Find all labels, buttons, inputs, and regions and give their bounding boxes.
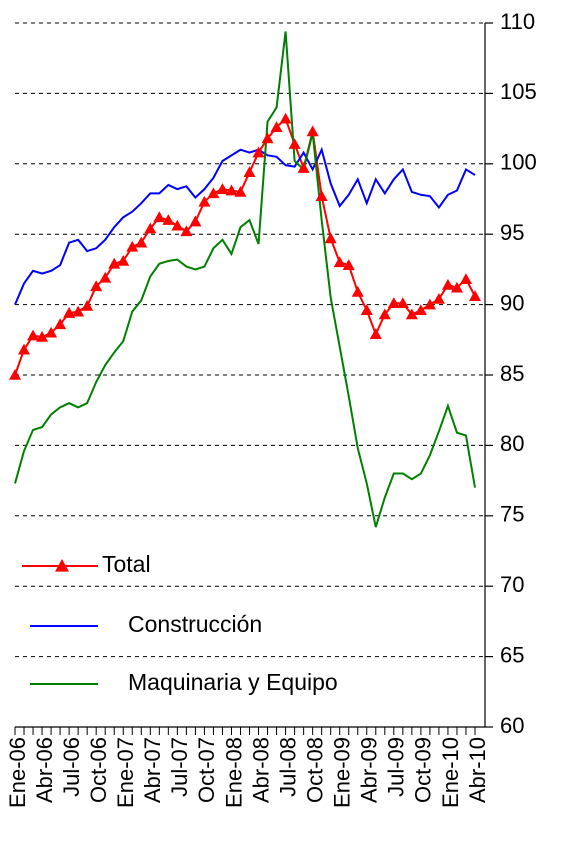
data-marker [333, 256, 346, 268]
series-line [14, 146, 476, 305]
data-marker [171, 219, 184, 231]
x-tick-label: Jul-08 [275, 737, 300, 797]
data-marker [144, 222, 157, 234]
data-marker [306, 125, 319, 137]
x-tick-label: Oct-08 [302, 737, 327, 803]
series-line [14, 31, 476, 528]
x-tick-label: Abr-07 [140, 737, 165, 803]
data-marker [297, 162, 310, 173]
data-marker [450, 281, 463, 293]
y-tick-label: 75 [500, 502, 524, 527]
data-marker [261, 132, 274, 144]
x-tick-label: Oct-07 [194, 737, 219, 803]
data-marker [351, 285, 364, 297]
y-tick-label: 110 [500, 9, 535, 34]
y-tick-label: 65 [500, 642, 524, 667]
data-marker [469, 290, 481, 301]
data-marker [378, 308, 391, 320]
data-marker [414, 304, 427, 316]
y-tick-label: 95 [500, 220, 524, 245]
legend-label: Total [102, 551, 151, 577]
data-marker [270, 121, 283, 132]
data-marker [225, 184, 238, 196]
x-tick-label: Abr-06 [32, 737, 57, 803]
y-tick-label: 70 [500, 572, 524, 597]
x-tick-label: Ene-07 [113, 737, 138, 808]
data-marker [369, 328, 382, 339]
data-marker [117, 254, 130, 266]
y-tick-label: 90 [500, 290, 524, 315]
x-tick-label: Ene-10 [438, 737, 463, 808]
data-marker [18, 343, 31, 355]
data-marker [81, 300, 94, 311]
data-marker [27, 329, 40, 341]
legend-label: Construcción [128, 611, 262, 637]
legend-marker [55, 559, 69, 572]
data-marker [9, 369, 21, 380]
data-marker [135, 236, 148, 248]
x-tick-label: Jul-07 [167, 737, 192, 797]
data-marker [432, 292, 445, 304]
data-marker [36, 330, 49, 342]
x-tick-label: Jul-09 [384, 737, 409, 797]
data-marker [45, 326, 58, 338]
x-tick-label: Ene-09 [330, 737, 355, 808]
y-tick-label: 100 [500, 150, 537, 175]
data-marker [90, 280, 103, 292]
data-marker [63, 307, 76, 318]
data-marker [54, 318, 67, 330]
x-tick-label: Abr-08 [248, 737, 273, 803]
data-marker [180, 225, 193, 237]
x-tick-label: Abr-09 [357, 737, 382, 803]
data-marker [342, 259, 355, 270]
y-tick-label: 60 [500, 713, 524, 738]
data-marker [315, 190, 328, 201]
data-marker [207, 187, 220, 199]
x-tick-label: Jul-06 [59, 737, 84, 797]
data-marker [198, 195, 211, 207]
x-tick-label: Ene-08 [221, 737, 246, 808]
data-marker [189, 215, 202, 227]
x-tick-label: Abr-10 [465, 737, 490, 803]
data-marker [396, 297, 409, 308]
x-tick-label: Oct-09 [411, 737, 436, 803]
data-marker [387, 297, 400, 308]
y-tick-label: 105 [500, 79, 537, 104]
data-marker [126, 240, 139, 252]
data-marker [324, 232, 337, 244]
data-marker [423, 298, 436, 310]
data-marker [405, 308, 418, 320]
data-marker [162, 214, 175, 225]
x-tick-label: Oct-06 [86, 737, 111, 803]
y-tick-label: 85 [500, 361, 524, 386]
data-marker [279, 112, 292, 124]
data-marker [288, 138, 301, 149]
data-marker [441, 278, 454, 290]
data-marker [234, 185, 247, 197]
data-marker [99, 271, 112, 283]
data-marker [360, 304, 373, 316]
data-marker [153, 211, 166, 223]
legend-label: Maquinaria y Equipo [128, 669, 338, 695]
data-marker [72, 305, 85, 317]
data-marker [108, 257, 121, 269]
y-tick-label: 80 [500, 431, 524, 456]
data-marker [252, 146, 265, 158]
x-tick-label: Ene-06 [5, 737, 30, 808]
data-marker [243, 166, 256, 178]
data-marker [216, 183, 229, 194]
series-line [14, 116, 476, 376]
data-marker [459, 273, 472, 285]
